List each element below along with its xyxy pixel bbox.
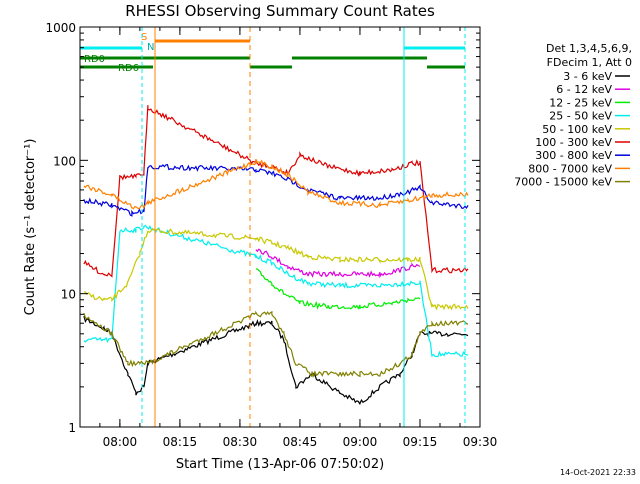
y-tick-label-2: 100 [53, 154, 76, 168]
series-line-1 [255, 248, 421, 279]
y-tick-label-0: 1 [68, 421, 76, 435]
flag-label-s: S [141, 32, 147, 43]
x-tick-label-0: 08:00 [103, 435, 138, 449]
series-line-2 [255, 268, 421, 310]
flag-bars: RD0 RD6 SN [80, 32, 465, 74]
x-tick-label-3: 08:45 [283, 435, 318, 449]
series-line-4 [83, 227, 469, 311]
x-axis-label: Start Time (13-Apr-06 07:50:02) [176, 457, 384, 472]
flag-label-n: N [147, 42, 154, 53]
legend-label-0: 3 - 6 keV [563, 70, 612, 83]
x-tick-label-4: 09:00 [343, 435, 378, 449]
series-line-3 [83, 224, 469, 358]
x-tick-label-6: 09:30 [463, 435, 498, 449]
legend: Det 1,3,4,5,6,9, FDecim 1, Att 0 3 - 6 k… [514, 42, 632, 189]
chart-title: RHESSI Observing Summary Count Rates [125, 2, 435, 20]
legend-label-1: 6 - 12 keV [556, 83, 612, 96]
flag-label-rd6: RD6 [118, 63, 139, 74]
legend-label-4: 50 - 100 keV [542, 123, 612, 136]
series-layer [83, 105, 469, 405]
legend-label-5: 100 - 300 keV [535, 136, 612, 149]
x-axis-ticks: 08:00 08:15 08:30 08:45 09:00 09:15 09:30 [99, 27, 498, 449]
legend-label-8: 7000 - 15000 keV [514, 176, 612, 189]
legend-header-line-1: Det 1,3,4,5,6,9, [546, 42, 632, 55]
x-tick-label-1: 08:15 [163, 435, 198, 449]
x-tick-label-2: 08:30 [223, 435, 258, 449]
series-line-6 [83, 163, 469, 217]
y-tick-label-3: 1000 [45, 21, 76, 35]
legend-label-2: 12 - 25 keV [549, 96, 612, 109]
x-tick-label-5: 09:15 [403, 435, 438, 449]
flag-label-rd0: RD0 [84, 54, 105, 65]
timestamp: 14-Oct-2021 22:33 [560, 468, 636, 477]
legend-header-line-2: FDecim 1, Att 0 [547, 56, 632, 69]
y-axis-label: Count Rate (s⁻¹ detector⁻¹) [23, 139, 38, 316]
legend-label-6: 300 - 800 keV [535, 149, 612, 162]
legend-label-7: 800 - 7000 keV [528, 162, 612, 175]
y-axis-ticks: 1 10 100 1000 [45, 21, 480, 435]
y-tick-label-1: 10 [61, 288, 76, 302]
plot-frame [79, 26, 481, 428]
legend-label-3: 25 - 50 keV [549, 110, 612, 123]
